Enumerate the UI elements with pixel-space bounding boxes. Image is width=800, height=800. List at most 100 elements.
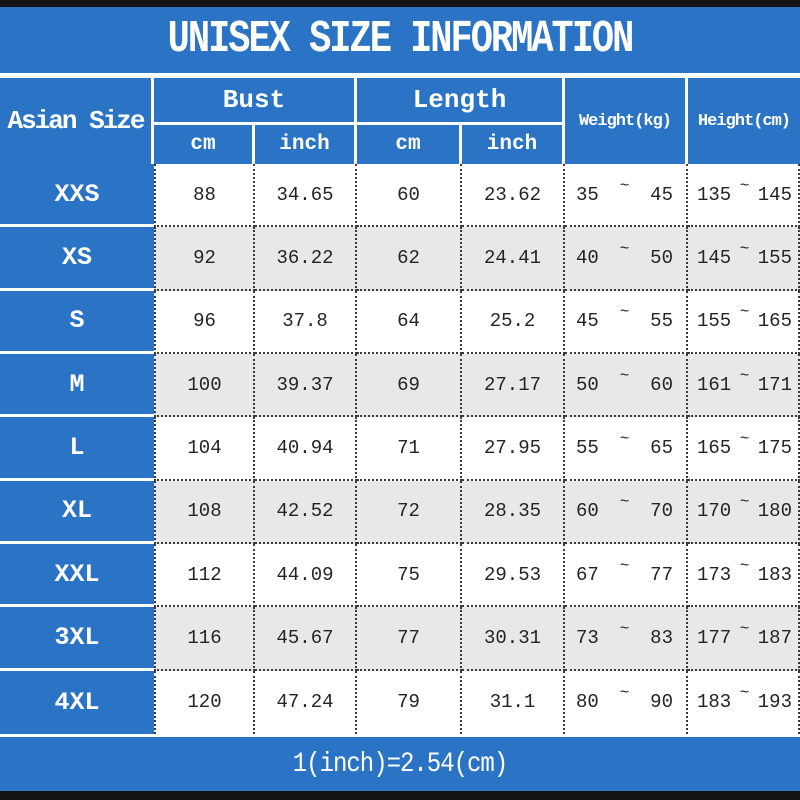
height-max-value: 187 [757,626,792,649]
height-range: 155 ~ 165 [688,290,800,354]
height-min-value: 173 [697,563,732,586]
range-tilde: ~ [739,493,750,512]
range-tilde: ~ [619,176,630,195]
length-cm-value: 79 [357,670,462,734]
range-tilde: ~ [619,493,630,512]
weight-min-value: 45 [576,310,599,333]
weight-min-value: 73 [576,626,599,649]
range-tilde: ~ [739,619,750,638]
length-cm-value: 77 [357,607,462,671]
height-range: 165 ~ 175 [688,417,800,481]
length-inch-value: 28.35 [462,480,565,544]
range-tilde: ~ [619,619,630,638]
weight-max-value: 77 [650,563,673,586]
bust-cm-value: 88 [154,164,255,228]
weight-max-value: 70 [650,500,673,523]
length-inch-value: 25.2 [462,290,565,354]
bust-cm-value: 92 [154,227,255,291]
height-range: 135 ~ 145 [688,164,800,228]
weight-range: 60 ~ 70 [565,480,688,544]
range-tilde: ~ [739,556,750,575]
weight-min-value: 80 [576,691,599,714]
range-tilde: ~ [739,684,750,703]
range-tilde: ~ [739,303,750,322]
bust-cm-value: 100 [154,353,255,418]
height-min-value: 155 [697,310,732,333]
weight-min-value: 40 [576,246,599,269]
size-label: XS [0,227,154,291]
title-divider [0,73,800,78]
height-range: 173 ~ 183 [688,543,800,608]
weight-range: 50 ~ 60 [565,353,688,418]
range-tilde: ~ [619,303,630,322]
height-min-value: 177 [697,626,732,649]
length-inch-value: 24.41 [462,227,565,291]
range-tilde: ~ [619,556,630,575]
weight-min-value: 50 [576,373,599,396]
height-max-value: 165 [757,310,792,333]
size-label: M [0,353,154,418]
height-max-value: 145 [757,183,792,206]
height-min-value: 145 [697,246,732,269]
bust-cm-value: 104 [154,417,255,481]
length-inch-value: 31.1 [462,670,565,734]
weight-range: 35 ~ 45 [565,164,688,228]
bust-inch-value: 45.67 [255,607,357,671]
length-inch-value: 27.17 [462,353,565,418]
bust-inch-value: 44.09 [255,543,357,608]
weight-range: 55 ~ 65 [565,417,688,481]
height-range: 183 ~ 193 [688,670,800,734]
subheader-bust-cm: cm [154,125,255,164]
size-label: 3XL [0,607,154,671]
height-max-value: 180 [757,500,792,523]
bust-cm-value: 108 [154,480,255,544]
range-tilde: ~ [739,429,750,448]
weight-min-value: 67 [576,563,599,586]
column-header-height: Height(cm) [688,78,800,164]
bottom-frame-bar [0,791,800,800]
bust-inch-value: 36.22 [255,227,357,291]
column-header-weight: Weight(kg) [565,78,688,164]
bust-cm-value: 112 [154,543,255,608]
height-max-value: 171 [757,373,792,396]
bust-inch-value: 42.52 [255,480,357,544]
length-cm-value: 69 [357,353,462,418]
weight-min-value: 55 [576,436,599,459]
size-label: XXL [0,543,154,608]
range-tilde: ~ [619,429,630,448]
subheader-bust-inch: inch [255,125,357,164]
weight-max-value: 65 [650,436,673,459]
bust-inch-value: 34.65 [255,164,357,228]
weight-max-value: 45 [650,183,673,206]
weight-min-value: 60 [576,500,599,523]
length-cm-value: 72 [357,480,462,544]
weight-max-value: 60 [650,373,673,396]
weight-range: 73 ~ 83 [565,607,688,671]
length-inch-value: 29.53 [462,543,565,608]
height-min-value: 165 [697,436,732,459]
weight-range: 80 ~ 90 [565,670,688,734]
height-min-value: 170 [697,500,732,523]
length-cm-value: 60 [357,164,462,228]
height-max-value: 193 [757,691,792,714]
footer-divider [0,734,800,737]
footer-band: 1(inch)=2.54(cm) [0,737,800,791]
table-body: XXS 88 34.65 60 23.62 35 ~ 45 135 ~ 145 … [0,164,800,734]
bust-inch-value: 37.8 [255,290,357,354]
length-cm-value: 62 [357,227,462,291]
conversion-note: 1(inch)=2.54(cm) [292,748,508,780]
range-tilde: ~ [619,239,630,258]
subheader-length-cm: cm [357,125,462,164]
bust-inch-value: 39.37 [255,353,357,418]
bust-inch-value: 47.24 [255,670,357,734]
height-min-value: 135 [697,183,732,206]
weight-max-value: 55 [650,310,673,333]
length-cm-value: 71 [357,417,462,481]
weight-range: 40 ~ 50 [565,227,688,291]
length-cm-value: 64 [357,290,462,354]
height-max-value: 183 [757,563,792,586]
size-label: 4XL [0,670,154,734]
range-tilde: ~ [739,176,750,195]
range-tilde: ~ [739,366,750,385]
